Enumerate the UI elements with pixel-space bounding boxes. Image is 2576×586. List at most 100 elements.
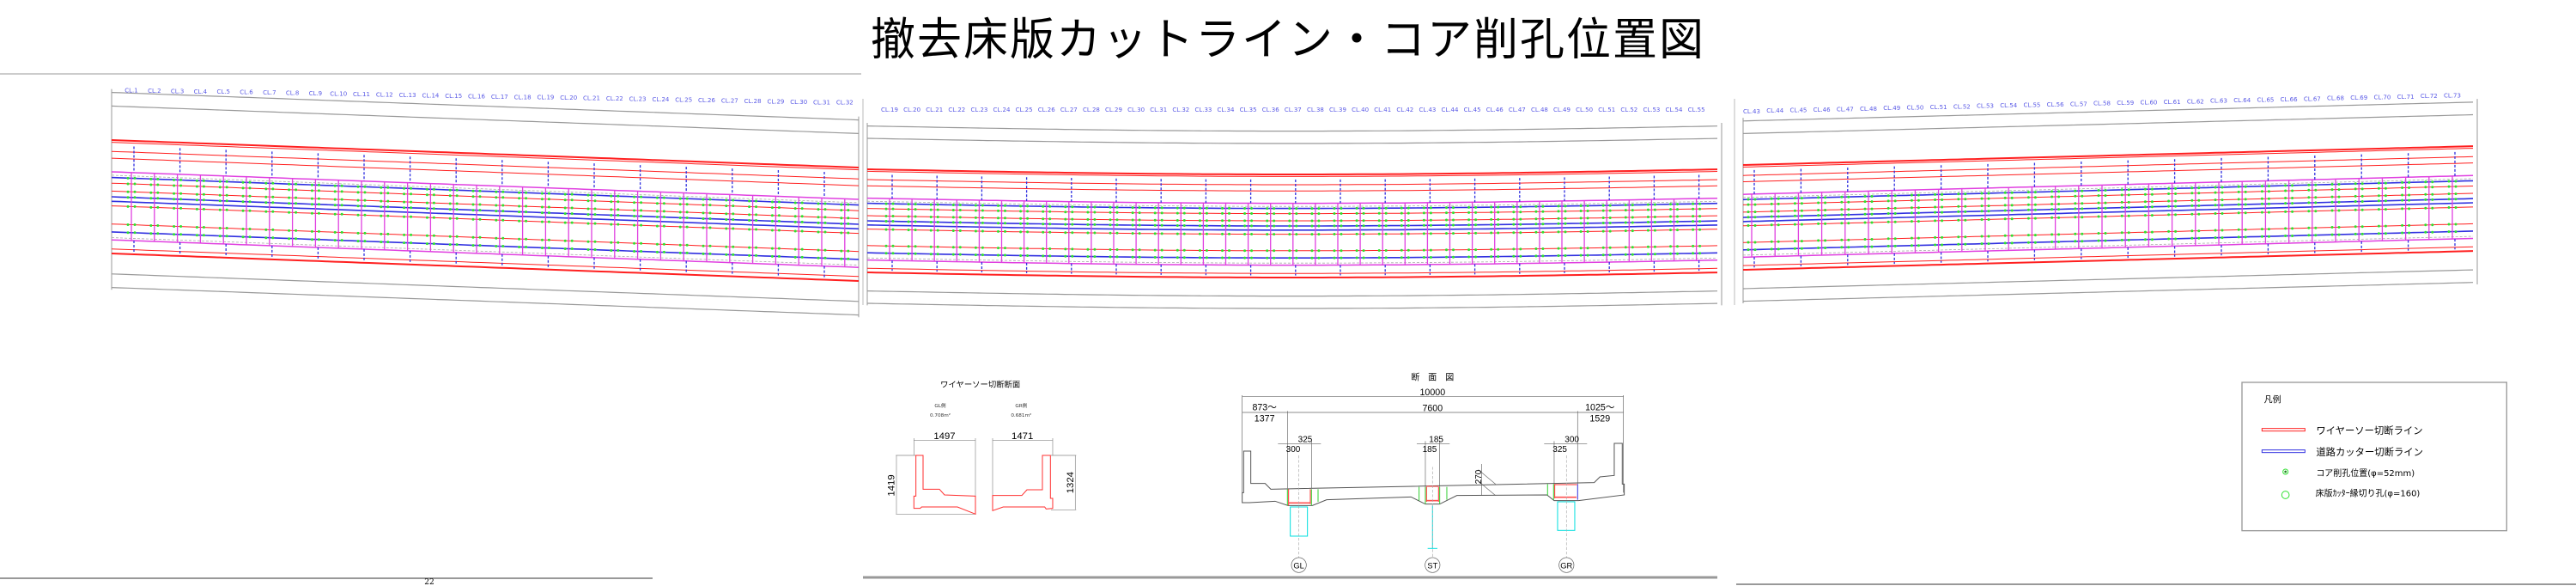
dimension-line — [866, 290, 1718, 297]
core-hole-icon — [1747, 216, 1750, 219]
core-hole-icon — [410, 200, 413, 204]
core-hole-icon — [448, 217, 452, 220]
core-hole-icon — [1886, 206, 1890, 210]
core-hole-icon — [2377, 199, 2380, 203]
core-hole-icon — [2057, 233, 2061, 236]
core-hole-icon — [1631, 204, 1634, 207]
core-hole-icon — [800, 201, 804, 204]
core-hole-icon — [1490, 205, 1493, 209]
cl-label: CL.41 — [1374, 107, 1391, 113]
core-hole-icon — [2120, 214, 2123, 217]
right-overhang-dim-b: 1529 — [1589, 414, 1610, 424]
core-hole-icon — [1512, 247, 1516, 251]
core-hole-icon — [1941, 198, 1944, 201]
core-hole-icon — [1093, 205, 1097, 209]
core-hole-icon — [1064, 205, 1067, 209]
core-hole-icon — [662, 196, 665, 199]
core-hole-icon — [2003, 204, 2007, 207]
core-hole-icon — [951, 216, 955, 219]
core-hole-icon — [2127, 231, 2130, 235]
core-hole-icon — [2354, 208, 2357, 211]
core-hole-icon — [2221, 198, 2224, 202]
core-hole-icon — [685, 211, 689, 214]
cl-label: CL.43 — [1419, 107, 1436, 113]
core-hole-icon — [2150, 192, 2154, 196]
core-hole-icon — [295, 182, 298, 186]
core-hole-icon — [1980, 204, 1984, 208]
core-hole-icon — [455, 208, 459, 211]
core-hole-icon — [173, 225, 176, 228]
core-hole-icon — [1153, 232, 1157, 235]
cl-label: CL.55 — [2023, 102, 2040, 109]
core-hole-icon — [1042, 230, 1045, 234]
core-hole-icon — [1467, 205, 1471, 209]
core-hole-icon — [1579, 210, 1583, 212]
core-hole-icon — [2174, 229, 2178, 233]
cl-label: CL.60 — [2140, 100, 2157, 107]
core-hole-icon — [478, 235, 482, 239]
core-hole-icon — [1004, 229, 1006, 233]
core-hole-icon — [478, 203, 482, 206]
panel-grid-bottom — [1742, 237, 2474, 259]
core-hole-icon — [202, 192, 205, 196]
core-hole-icon — [1355, 249, 1358, 253]
core-hole-icon — [1288, 219, 1291, 223]
core-hole-icon — [1205, 232, 1208, 235]
core-hole-icon — [1198, 206, 1201, 210]
core-hole-icon — [748, 228, 751, 231]
core-hole-icon — [1071, 254, 1074, 258]
cl-label: CL.19 — [881, 107, 898, 113]
core-hole-icon — [1333, 233, 1336, 235]
core-hole-icon — [1109, 231, 1112, 235]
core-hole-icon — [2150, 187, 2154, 191]
core-hole-icon — [678, 211, 682, 214]
core-hole-icon — [271, 228, 275, 231]
core-hole-icon — [951, 209, 955, 211]
core-hole-icon — [1004, 204, 1006, 207]
cl-label: CL.27 — [721, 97, 738, 104]
core-hole-icon — [1886, 244, 1890, 247]
core-hole-icon — [2033, 208, 2037, 211]
core-hole-icon — [1384, 219, 1388, 223]
core-hole-icon — [1295, 224, 1298, 228]
core-hole-icon — [540, 211, 544, 215]
core-hole-icon — [2097, 232, 2100, 235]
core-hole-icon — [432, 187, 435, 191]
core-hole-icon — [1934, 211, 1937, 214]
core-hole-icon — [380, 199, 383, 203]
cl-label: CL.71 — [2397, 94, 2415, 101]
core-hole-icon — [133, 182, 137, 186]
core-hole-icon — [1777, 240, 1780, 243]
core-hole-icon — [1131, 211, 1134, 215]
cl-label: CL.11 — [353, 91, 370, 98]
core-hole-icon — [1362, 232, 1365, 235]
wire-saw-cut-line — [866, 215, 1718, 222]
core-hole-icon — [1910, 236, 1913, 240]
core-hole-icon — [1115, 211, 1119, 214]
core-hole-icon — [380, 192, 383, 195]
core-hole-icon — [2127, 214, 2130, 217]
core-hole-icon — [1160, 206, 1163, 210]
core-hole-icon — [2401, 193, 2404, 197]
cl-label: CL.2 — [148, 88, 161, 95]
core-hole-icon — [1377, 206, 1381, 210]
core-hole-icon — [126, 182, 130, 186]
core-hole-icon — [1355, 211, 1358, 215]
core-hole-icon — [725, 245, 728, 248]
cl-label: CL.66 — [2281, 96, 2298, 103]
core-hole-icon — [593, 199, 597, 203]
core-hole-icon — [149, 183, 153, 186]
core-hole-icon — [2291, 189, 2294, 192]
core-hole-icon — [1377, 219, 1381, 223]
core-hole-icon — [1653, 229, 1656, 232]
core-hole-icon — [1266, 224, 1269, 228]
core-hole-icon — [563, 247, 567, 250]
cl-label: CL.32 — [1172, 107, 1189, 113]
core-hole-icon — [1115, 218, 1119, 222]
core-hole-icon — [179, 206, 183, 210]
core-hole-icon — [225, 186, 228, 189]
core-hole-icon — [2337, 233, 2341, 236]
core-hole-icon — [817, 208, 820, 211]
core-hole-icon — [1753, 198, 1757, 201]
core-hole-icon — [2431, 192, 2434, 196]
